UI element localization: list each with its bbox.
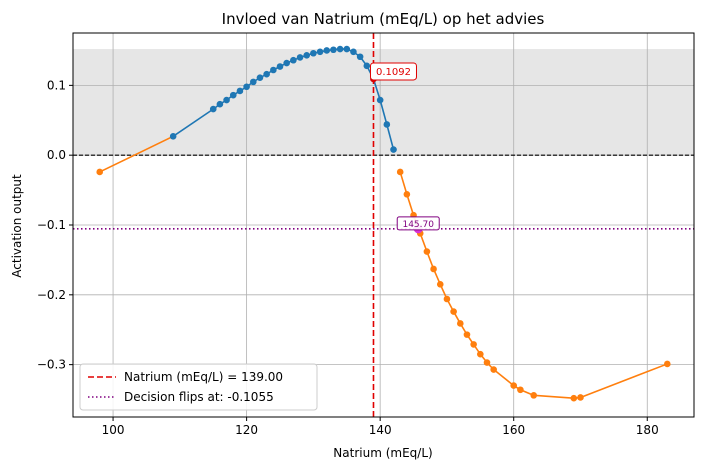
series-2-point [517,386,524,394]
current-value-label-box [369,62,417,81]
x-axis-label: Natrium (mEq/L) [333,446,432,460]
series-2-point [436,281,444,288]
series-1-line-segment [372,78,381,101]
series-1-line-segment [379,99,388,125]
x-tick-label: 140 [369,423,392,437]
series-2-point [663,360,671,368]
decision-flip-label-box [396,216,440,231]
y-tick-label: 0.1 [47,78,66,92]
series-2-point [530,392,538,399]
series-1-point [310,49,317,57]
series-1-point [343,45,351,53]
series-2-point [577,394,584,401]
series-1-point [96,168,104,176]
series-2-point [403,190,411,198]
series-2-point [490,366,497,373]
series-1-line-segment [386,124,395,150]
series-1-point [290,56,297,64]
x-tick-label: 160 [502,423,525,437]
series-1-point [363,62,371,70]
series-1-line-segment [99,135,174,173]
series-2-line-segment [406,194,415,216]
series-1-point [276,63,284,70]
series-2-point [456,320,464,327]
decision-flip-label: 145.70 [402,220,434,230]
series-2-line-segment [533,394,574,399]
series-1-point [216,100,224,108]
series-2-point [470,341,477,348]
series-2-point [423,248,431,255]
series-2-line-segment [399,171,408,195]
series-1-point [303,52,311,59]
series-1-point [270,66,277,74]
x-tick-label: 100 [102,423,125,437]
y-tick-label: −0.2 [37,288,66,302]
series-1-point [209,105,217,113]
series-2-point [463,331,471,338]
series-2-point [477,350,484,358]
plot-area: 0.1092 145.70 100 120 140 160 180 0.1 0.0 −0.1 −0.… [37,32,695,437]
series-1-point [243,83,250,91]
legend: Natrium (mEq/L) = 139.00 Decision flips … [79,363,318,411]
y-tick-label: −0.1 [37,218,66,232]
legend-box [79,363,318,411]
y-axis-label: Activation output [10,174,24,278]
series-1-point [229,91,237,99]
series-1-point [376,96,384,104]
series-2-point [396,168,404,176]
series-1-point [249,78,257,86]
series-1-point [336,45,344,53]
series-1-point [383,121,391,128]
series-1-line-segment [172,108,214,137]
series-1-point [356,53,364,61]
chart-title: Invloed van Natrium (mEq/L) op het advie… [222,10,545,28]
x-tick-label: 180 [636,423,659,437]
series-1-point [296,54,304,61]
series-1-point [169,133,177,140]
x-tick-label: 120 [235,423,258,437]
series-2-point [450,308,457,315]
series-1-point [223,96,230,104]
series-1-point [283,59,290,67]
series-2-point [430,265,437,273]
series-1-point [323,47,331,54]
series-1-point [330,46,337,54]
series-1-point [316,48,324,56]
legend-label-threshold: Decision flips at: -0.1055 [124,390,274,404]
series-2-point [570,394,578,402]
series-1-point [350,48,357,56]
series-2-point [510,382,518,389]
y-tick-label: −0.3 [37,358,66,372]
y-tick-label: 0.0 [47,148,66,162]
series-1-point [256,74,264,81]
series-2-point [443,295,451,303]
legend-label-vline: Natrium (mEq/L) = 139.00 [124,370,283,384]
series-1-point [390,146,397,153]
series-2-line-segment [580,363,668,399]
series-2-point [483,359,491,366]
series-2-line-segment [493,368,515,387]
current-value-label: 0.1092 [376,67,411,78]
series-1-point [263,70,270,78]
series-1-point [236,87,244,95]
